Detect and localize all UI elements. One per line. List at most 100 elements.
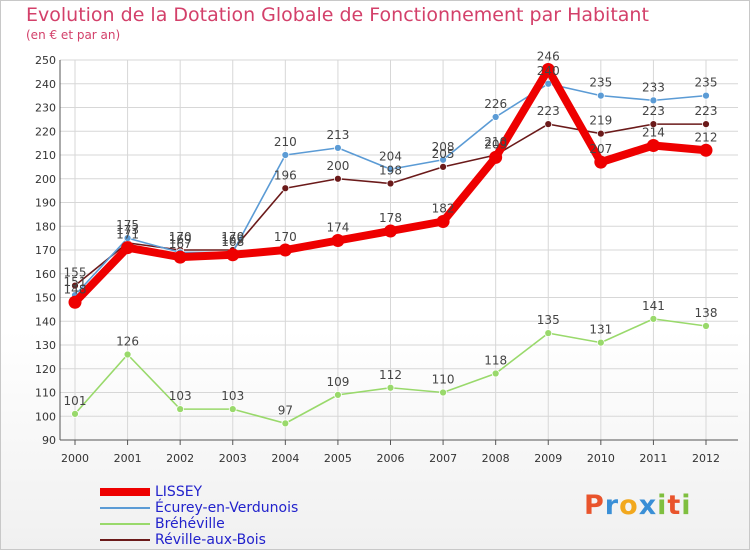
x-tick-label: 2005 xyxy=(324,452,352,465)
data-label-r-ville-aux-bois: 170 xyxy=(221,230,244,244)
data-point-br-h-ville xyxy=(439,388,447,397)
x-tick-label: 2007 xyxy=(429,452,457,465)
data-label-lissey: 168 xyxy=(221,235,244,249)
data-label-br-h-ville: 135 xyxy=(537,313,560,327)
y-tick-label: 220 xyxy=(35,125,56,138)
data-label-r-ville-aux-bois: 198 xyxy=(379,164,402,178)
data-label--curey-en-verdunois: 208 xyxy=(432,140,455,154)
data-point-r-ville-aux-bois xyxy=(702,120,710,129)
data-label-lissey: 171 xyxy=(116,228,139,242)
x-tick-label: 2006 xyxy=(377,452,405,465)
data-label--curey-en-verdunois: 169 xyxy=(221,232,244,246)
data-label-r-ville-aux-bois: 196 xyxy=(274,168,297,182)
data-label--curey-en-verdunois: 204 xyxy=(379,149,402,163)
data-label-r-ville-aux-bois: 200 xyxy=(326,159,349,173)
y-tick-label: 180 xyxy=(35,220,56,233)
data-point-r-ville-aux-bois xyxy=(334,174,342,183)
data-point-br-h-ville xyxy=(596,338,605,347)
data-label-lissey: 246 xyxy=(537,50,560,64)
legend-label-breheville: Bréhéville xyxy=(155,516,225,532)
data-point-br-h-ville xyxy=(228,405,237,414)
data-label-r-ville-aux-bois: 173 xyxy=(116,223,139,237)
data-label--curey-en-verdunois: 175 xyxy=(116,218,139,232)
y-tick-label: 90 xyxy=(42,434,56,447)
data-point-lissey xyxy=(68,295,82,309)
x-tick-label: 2009 xyxy=(534,452,562,465)
data-label-lissey: 182 xyxy=(432,202,455,216)
data-label--curey-en-verdunois: 226 xyxy=(484,97,507,111)
data-point-lissey xyxy=(121,241,135,255)
data-label-lissey: 178 xyxy=(379,211,402,225)
x-tick-label: 2004 xyxy=(271,452,299,465)
data-point-r-ville-aux-bois xyxy=(281,184,290,193)
data-label-br-h-ville: 109 xyxy=(326,375,349,389)
data-point-br-h-ville xyxy=(71,409,79,418)
data-label-br-h-ville: 131 xyxy=(589,323,612,337)
data-label-r-ville-aux-bois: 223 xyxy=(695,104,718,118)
data-label-r-ville-aux-bois: 170 xyxy=(169,230,192,244)
data-point--curey-en-verdunois xyxy=(702,91,710,100)
x-tick-label: 2003 xyxy=(219,452,247,465)
legend-item-breheville: Bréhéville xyxy=(100,516,360,532)
logo-letter: t xyxy=(667,490,682,521)
legend-item-reville: Réville-aux-Bois xyxy=(100,532,360,548)
logo-letter: x xyxy=(638,490,658,521)
data-point-r-ville-aux-bois xyxy=(544,120,553,129)
data-label-lissey: 209 xyxy=(484,137,507,151)
data-point-r-ville-aux-bois xyxy=(386,179,395,188)
data-label--curey-en-verdunois: 210 xyxy=(274,135,297,149)
data-point-br-h-ville xyxy=(281,419,290,428)
logo-letter: i xyxy=(657,490,668,521)
data-label--curey-en-verdunois: 233 xyxy=(642,80,665,94)
data-point-br-h-ville xyxy=(649,314,658,323)
data-label-r-ville-aux-bois: 155 xyxy=(64,266,87,280)
x-tick-label: 2001 xyxy=(114,452,142,465)
data-label--curey-en-verdunois: 169 xyxy=(169,232,192,246)
chart-title: Evolution de la Dotation Globale de Fonc… xyxy=(26,4,649,26)
data-label-lissey: 170 xyxy=(274,230,297,244)
data-point-br-h-ville xyxy=(702,322,710,330)
data-point-lissey xyxy=(489,150,503,164)
data-point-r-ville-aux-bois xyxy=(649,120,658,129)
x-tick-label: 2002 xyxy=(166,452,194,465)
data-point-lissey xyxy=(173,250,187,264)
data-point-lissey xyxy=(436,215,450,228)
data-point-lissey xyxy=(331,234,345,247)
legend-item-ecurey: Écurey-en-Verdunois xyxy=(100,500,360,516)
legend-item-lissey: LISSEY xyxy=(100,484,360,500)
chart-subtitle: (en € et par an) xyxy=(26,28,121,42)
data-label--curey-en-verdunois: 235 xyxy=(589,76,612,90)
data-point--curey-en-verdunois xyxy=(491,113,500,121)
legend-swatch-ecurey xyxy=(100,507,150,509)
x-tick-label: 2010 xyxy=(587,452,615,465)
y-tick-label: 140 xyxy=(35,315,56,328)
data-label-lissey: 174 xyxy=(326,221,349,235)
legend-swatch-breheville xyxy=(100,523,150,525)
y-tick-label: 210 xyxy=(35,149,56,162)
data-label-br-h-ville: 112 xyxy=(379,368,402,382)
logo-letter: P xyxy=(584,490,605,521)
data-point--curey-en-verdunois xyxy=(386,165,395,174)
data-label-br-h-ville: 103 xyxy=(169,389,192,403)
data-point-r-ville-aux-bois xyxy=(596,129,605,138)
y-tick-label: 230 xyxy=(35,102,56,115)
data-label-br-h-ville: 118 xyxy=(484,354,507,368)
y-tick-label: 130 xyxy=(35,339,56,352)
data-point--curey-en-verdunois xyxy=(439,155,447,164)
y-tick-label: 120 xyxy=(35,363,56,376)
data-point--curey-en-verdunois xyxy=(649,96,658,105)
legend-label-reville: Réville-aux-Bois xyxy=(155,532,266,548)
x-tick-label: 2008 xyxy=(482,452,510,465)
data-label-r-ville-aux-bois: 223 xyxy=(537,104,560,118)
data-label--curey-en-verdunois: 235 xyxy=(695,76,718,90)
y-tick-label: 110 xyxy=(35,387,56,400)
data-point-r-ville-aux-bois xyxy=(439,162,447,171)
data-point--curey-en-verdunois xyxy=(596,91,605,100)
data-label-lissey: 214 xyxy=(642,126,665,140)
data-label-lissey: 212 xyxy=(695,130,718,144)
data-point-br-h-ville xyxy=(491,369,500,378)
y-tick-label: 190 xyxy=(35,197,56,210)
data-point-lissey xyxy=(226,248,240,262)
